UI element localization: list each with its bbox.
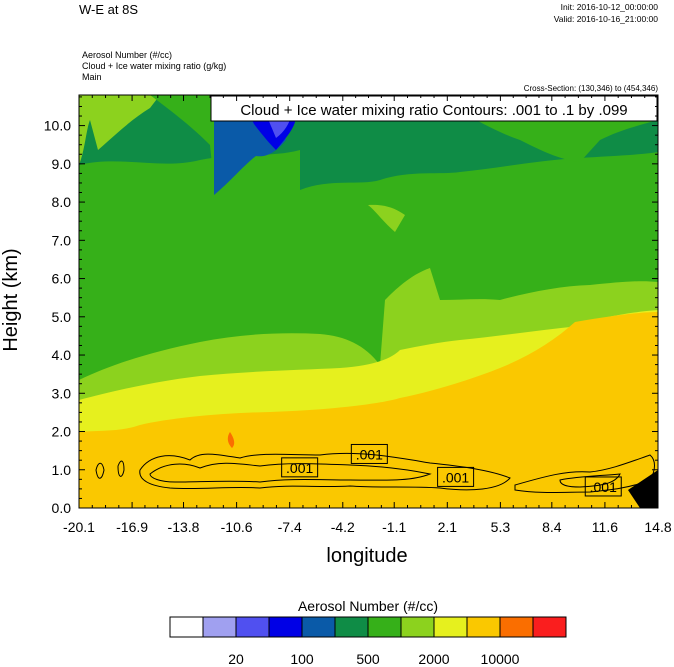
- y-tick-label: 8.0: [52, 194, 72, 210]
- field-fill-5: [79, 312, 658, 508]
- upper-light-green-patch: [79, 95, 160, 165]
- colorbar-swatch: [499, 616, 534, 638]
- colorbar-swatch: [268, 616, 303, 638]
- init-time: Init: 2016-10-12_00:00:00: [560, 2, 658, 12]
- colorbar-swatch: [334, 616, 369, 638]
- contour-title-box: [210, 95, 658, 122]
- contour-line: [117, 460, 125, 477]
- colorbar-swatch: [466, 616, 501, 638]
- y-tick-label: 4.0: [52, 347, 72, 363]
- colorbar-label: 100: [290, 651, 314, 667]
- contour-label: .001: [590, 479, 617, 495]
- contour-group: [95, 452, 655, 493]
- y-tick-label: 0.0: [52, 500, 72, 516]
- colorbar-swatch: [532, 616, 567, 638]
- x-tick-label: 14.8: [644, 519, 671, 535]
- colorbar-swatch: [433, 616, 468, 638]
- colorbar-swatch: [235, 616, 270, 638]
- y-tick-label: 2.0: [52, 424, 72, 440]
- y-tick-label: 7.0: [52, 232, 72, 248]
- x-axis-title: longitude: [326, 545, 407, 567]
- x-tick-label: 2.1: [438, 519, 458, 535]
- x-tick-label: -7.4: [278, 519, 302, 535]
- variable-line-1: Aerosol Number (#/cc): [82, 50, 173, 60]
- contour-label-box: [281, 457, 319, 478]
- colorbar-swatch: [400, 616, 435, 638]
- contour-line: [514, 454, 655, 493]
- contour-label-box: [350, 443, 388, 464]
- contour-label-box: [437, 466, 475, 487]
- mid-light-green-patch: [368, 204, 405, 232]
- colorbar-swatch: [367, 616, 402, 638]
- valid-time: Valid: 2016-10-16_21:00:00: [553, 14, 658, 24]
- y-tick-label: 10.0: [44, 118, 71, 134]
- y-axis-title: Height (km): [0, 248, 22, 351]
- colorbar-swatch: [301, 616, 336, 638]
- cross-section-label: Cross-Section: (130,346) to (454,346): [523, 84, 658, 93]
- contour-label: .001: [286, 460, 313, 476]
- colorbar-label: 500: [356, 651, 380, 667]
- contour-title: Cloud + Ice water mixing ratio Contours:…: [240, 102, 627, 119]
- field-layers: [79, 95, 658, 508]
- contour-line: [149, 462, 432, 483]
- colorbar-label: 10000: [481, 651, 520, 667]
- x-tick-label: -1.1: [382, 519, 406, 535]
- colorbar-label: 20: [228, 651, 244, 667]
- y-tick-label: 5.0: [52, 309, 72, 325]
- x-tick-label: -20.1: [63, 519, 95, 535]
- x-tick-label: -10.6: [221, 519, 253, 535]
- variable-line-2: Cloud + Ice water mixing ratio (g/kg): [82, 61, 227, 71]
- x-tick-label: -13.8: [168, 519, 200, 535]
- variable-line-3: Main: [82, 72, 102, 82]
- y-tick-label: 9.0: [52, 156, 72, 172]
- y-tick-label: 6.0: [52, 271, 72, 287]
- y-tick-label: 1.0: [52, 462, 72, 478]
- x-tick-label: -16.9: [116, 519, 148, 535]
- x-tick-label: 11.6: [592, 519, 618, 535]
- contour-line: [139, 452, 511, 491]
- x-tick-label: 5.3: [491, 519, 511, 535]
- contour-line: [559, 473, 621, 488]
- colorbar-swatch: [169, 616, 204, 638]
- colorbar-label: 2000: [418, 651, 449, 667]
- y-tick-label: 3.0: [52, 385, 72, 401]
- colorbar-title: Aerosol Number (#/cc): [298, 598, 438, 614]
- plot-title: W-E at 8S: [79, 2, 139, 17]
- x-tick-label: 8.4: [542, 519, 562, 535]
- contour-label: .001: [356, 446, 383, 462]
- orange-patch: [227, 432, 235, 448]
- x-tick-label: -4.2: [331, 519, 355, 535]
- contour-label-box: [584, 476, 622, 497]
- contour-label: .001: [442, 469, 469, 485]
- colorbar-swatch: [202, 616, 237, 638]
- contour-line: [95, 462, 105, 479]
